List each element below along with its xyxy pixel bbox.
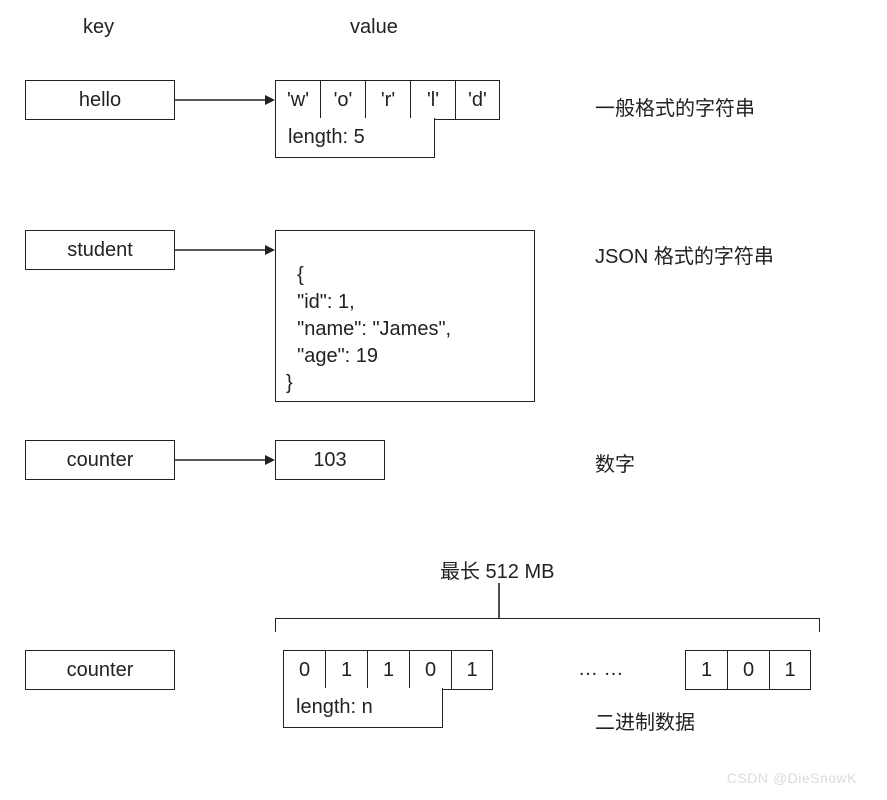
length-text: length: n (296, 696, 373, 719)
arrow-row3 (175, 460, 275, 470)
desc-row3: 数字 (595, 448, 635, 477)
char-cell: 'l' (427, 89, 439, 112)
number-box: 103 (275, 440, 385, 480)
key-box-counter1: counter (25, 440, 175, 480)
char-cell: 'r' (381, 89, 395, 112)
char-cell: 'd' (468, 89, 487, 112)
max-length-label: 最长 512 MB (440, 555, 554, 584)
arrow-row1 (175, 100, 275, 110)
char-array: 'w' 'o' 'r' 'l' 'd' (275, 80, 500, 120)
bit-cell: 0 (425, 659, 436, 682)
arrow-row2 (175, 250, 275, 260)
watermark: CSDN @DieSnowK (727, 770, 857, 786)
desc-row2: JSON 格式的字符串 (595, 240, 774, 269)
bit-cell: 1 (701, 659, 712, 682)
char-cell: 'w' (287, 89, 309, 112)
length-box-row1: length: 5 (275, 118, 435, 158)
key-box-student: student (25, 230, 175, 270)
bit-cell: 1 (466, 659, 477, 682)
bit-cell: 0 (299, 659, 310, 682)
bits-ellipsis: … … (578, 658, 624, 681)
key-text: student (67, 239, 133, 262)
key-box-counter2: counter (25, 650, 175, 690)
number-text: 103 (313, 449, 346, 472)
json-value-box: { "id": 1, "name": "James", "age": 19 } (275, 230, 535, 402)
bit-cell: 1 (341, 659, 352, 682)
desc-row4: 二进制数据 (595, 706, 695, 735)
bits-left: 0 1 1 0 1 (283, 650, 493, 690)
range-bracket (275, 618, 820, 632)
bit-cell: 1 (784, 659, 795, 682)
length-text: length: 5 (288, 126, 365, 149)
key-text: counter (67, 449, 134, 472)
length-box-row4: length: n (283, 688, 443, 728)
header-key: key (83, 16, 114, 39)
key-box-hello: hello (25, 80, 175, 120)
bit-cell: 1 (383, 659, 394, 682)
key-text: counter (67, 659, 134, 682)
json-text: { "id": 1, "name": "James", "age": 19 } (286, 264, 451, 394)
key-text: hello (79, 89, 121, 112)
desc-row1: 一般格式的字符串 (595, 92, 755, 121)
bits-right: 1 0 1 (685, 650, 811, 690)
bracket-connector (498, 583, 502, 618)
bit-cell: 0 (743, 659, 754, 682)
char-cell: 'o' (334, 89, 353, 112)
header-value: value (350, 16, 398, 39)
